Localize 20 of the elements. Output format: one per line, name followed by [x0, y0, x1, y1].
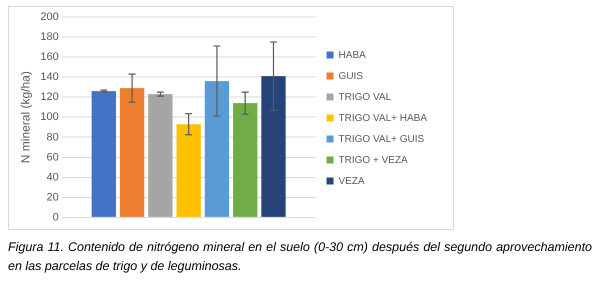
y-tick-label: 120 [40, 91, 59, 104]
y-tick-label: 60 [46, 151, 59, 164]
y-tick-label: 100 [40, 111, 59, 124]
legend-label: TRIGO + VEZA [338, 154, 408, 166]
y-axis-title: N mineral (kg/ha) [18, 71, 33, 164]
y-tick-label: 0 [52, 211, 59, 224]
y-tick-label: 140 [40, 71, 59, 84]
legend-label: HABA [338, 50, 366, 61]
y-tick-label: 80 [46, 131, 59, 144]
legend-label: TRIGO VAL+ HABA [338, 112, 428, 124]
y-tick-label: 200 [40, 11, 59, 24]
legend-label: VEZA [338, 176, 365, 187]
y-tick-label: 160 [40, 51, 59, 64]
text: Figura 11. Contenido de nitrógeno mineral en el suelo (0-30 cm) después del segundo aprovechamiento en las parcelas de trigo y de leguminosas. [8, 239, 592, 275]
legend-label: TRIGO VAL+ GUIS [338, 134, 425, 145]
y-tick-label: 40 [46, 171, 59, 184]
legend-label: GUIS [338, 70, 364, 82]
y-tick-label: 180 [40, 31, 59, 44]
legend-label: TRIGO VAL [338, 92, 392, 103]
y-tick-label: 20 [46, 191, 59, 204]
